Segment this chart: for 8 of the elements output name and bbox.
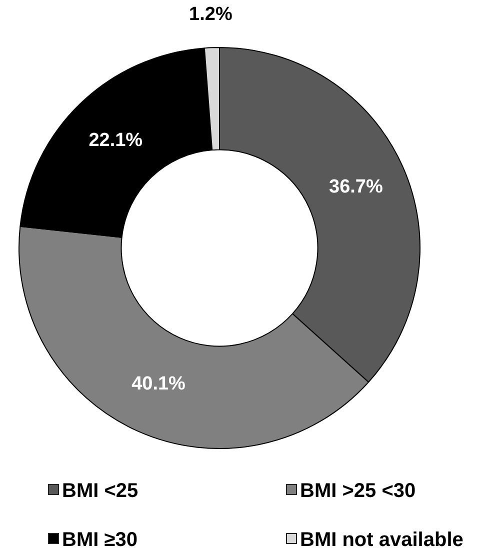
legend-label: BMI ≥30 bbox=[62, 529, 138, 551]
legend-label: BMI <25 bbox=[62, 480, 138, 502]
data-label: 40.1% bbox=[132, 374, 186, 395]
legend-label: BMI not available bbox=[300, 529, 464, 551]
data-label: 22.1% bbox=[88, 130, 143, 151]
data-label: 36.7% bbox=[329, 176, 383, 198]
legend-label: BMI >25 <30 bbox=[300, 480, 416, 502]
data-label: 1.2% bbox=[189, 4, 232, 25]
